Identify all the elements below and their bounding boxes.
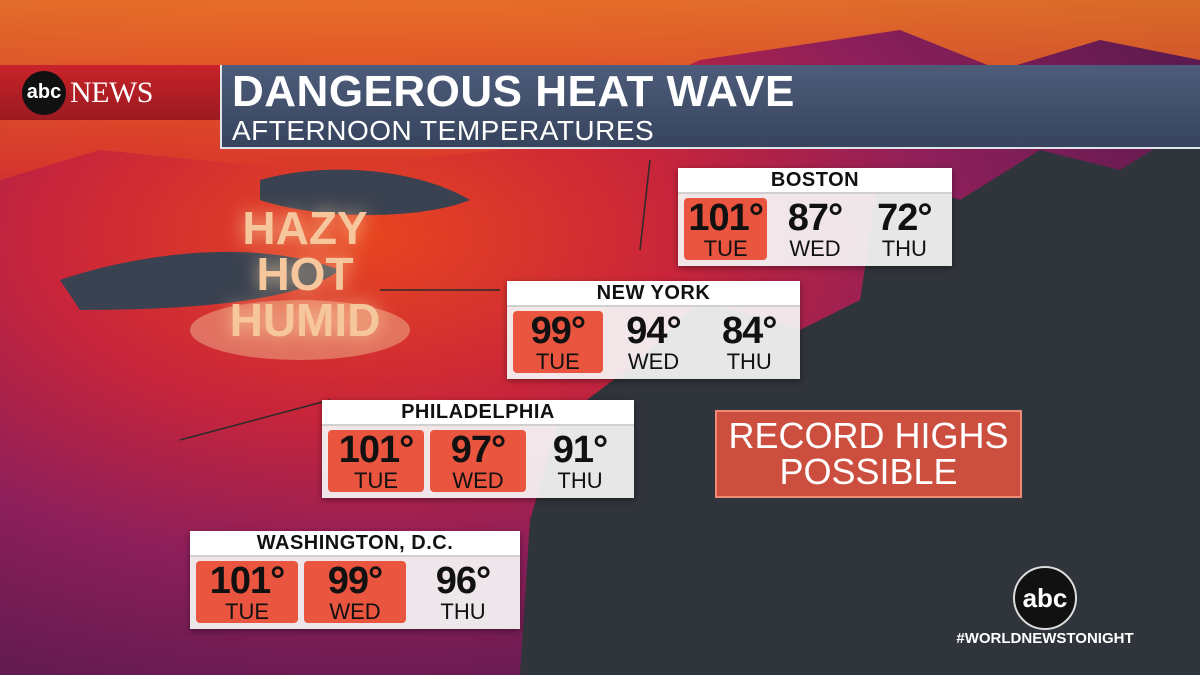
forecast-day: 101° TUE bbox=[196, 561, 298, 623]
abc-logo: abc bbox=[22, 70, 66, 115]
city-card: PHILADELPHIA 101° TUE 97° WED 91° THU bbox=[322, 400, 634, 498]
city-card: BOSTON 101° TUE 87° WED 72° THU bbox=[678, 168, 952, 266]
forecast-row: 101° TUE 97° WED 91° THU bbox=[322, 426, 634, 498]
day-name: THU bbox=[557, 468, 603, 493]
forecast-day: 101° TUE bbox=[328, 430, 424, 492]
temperature: 99° bbox=[327, 560, 383, 602]
lake bbox=[60, 251, 340, 310]
state-border bbox=[179, 159, 651, 441]
label-line: HAZY bbox=[242, 202, 368, 254]
temperature: 91° bbox=[552, 429, 608, 471]
forecast-day: 72° THU bbox=[863, 198, 946, 260]
temperature: 101° bbox=[338, 429, 415, 471]
temperature: 101° bbox=[209, 560, 286, 602]
temperature: 72° bbox=[877, 197, 932, 239]
day-name: THU bbox=[881, 236, 927, 261]
hashtag: #WORLDNEWSTONIGHT bbox=[956, 630, 1134, 647]
callout-line: RECORD HIGHS bbox=[728, 415, 1009, 456]
abc-bug: abc bbox=[1013, 566, 1077, 630]
temperature: 97° bbox=[450, 429, 506, 471]
temperature: 96° bbox=[435, 560, 491, 602]
logo-band: abc NEWS bbox=[0, 65, 220, 120]
city-name: WASHINGTON, D.C. bbox=[190, 531, 520, 557]
city-name: BOSTON bbox=[678, 168, 952, 194]
callout-line: POSSIBLE bbox=[779, 451, 958, 492]
day-name: THU bbox=[440, 599, 486, 624]
forecast-day: 91° THU bbox=[532, 430, 628, 492]
city-card: NEW YORK 99° TUE 94° WED 84° THU bbox=[507, 281, 800, 379]
forecast-day: 94° WED bbox=[609, 311, 699, 373]
temperature: 94° bbox=[626, 310, 681, 352]
city-card: WASHINGTON, D.C. 101° TUE 99° WED 96° THU bbox=[190, 531, 520, 629]
forecast-row: 99° TUE 94° WED 84° THU bbox=[507, 307, 800, 379]
temperature: 99° bbox=[530, 310, 586, 352]
forecast-day: 87° WED bbox=[773, 198, 856, 260]
forecast-day: 101° TUE bbox=[684, 197, 768, 261]
forecast-day: 97° WED bbox=[430, 430, 526, 492]
title: DANGEROUS HEAT WAVE bbox=[232, 67, 795, 116]
day-name: TUE bbox=[535, 349, 580, 374]
forecast-day: 84° THU bbox=[704, 311, 794, 373]
forecast-row: 101° TUE 99° WED 96° THU bbox=[190, 557, 520, 629]
day-name: THU bbox=[726, 349, 772, 374]
lake bbox=[260, 169, 470, 215]
day-name: TUE bbox=[225, 599, 269, 624]
haze bbox=[190, 300, 410, 360]
forecast-row: 101° TUE 87° WED 72° THU bbox=[678, 194, 952, 266]
subtitle: AFTERNOON TEMPERATURES bbox=[232, 115, 655, 146]
day-name: TUE bbox=[354, 468, 398, 493]
day-name: WED bbox=[452, 468, 504, 493]
day-name: TUE bbox=[703, 236, 748, 261]
temperature: 101° bbox=[688, 197, 764, 239]
forecast-day: 99° WED bbox=[304, 561, 406, 623]
label-line: HOT bbox=[256, 248, 354, 300]
day-name: WED bbox=[627, 349, 680, 374]
day-name: WED bbox=[329, 599, 381, 624]
callout: RECORD HIGHS POSSIBLE bbox=[715, 410, 1022, 498]
temperature: 84° bbox=[721, 310, 777, 352]
title-band: DANGEROUS HEAT WAVE AFTERNOON TEMPERATUR… bbox=[220, 65, 1200, 149]
map-label: HAZY HOT HUMID bbox=[190, 205, 420, 343]
temperature: 87° bbox=[787, 197, 843, 239]
city-name: NEW YORK bbox=[507, 281, 800, 307]
city-name: PHILADELPHIA bbox=[322, 400, 634, 426]
day-name: WED bbox=[789, 236, 841, 261]
forecast-day: 96° THU bbox=[412, 561, 514, 623]
label-line: HUMID bbox=[229, 294, 381, 346]
news-logo: NEWS bbox=[70, 75, 154, 109]
forecast-day: 99° TUE bbox=[513, 311, 603, 373]
